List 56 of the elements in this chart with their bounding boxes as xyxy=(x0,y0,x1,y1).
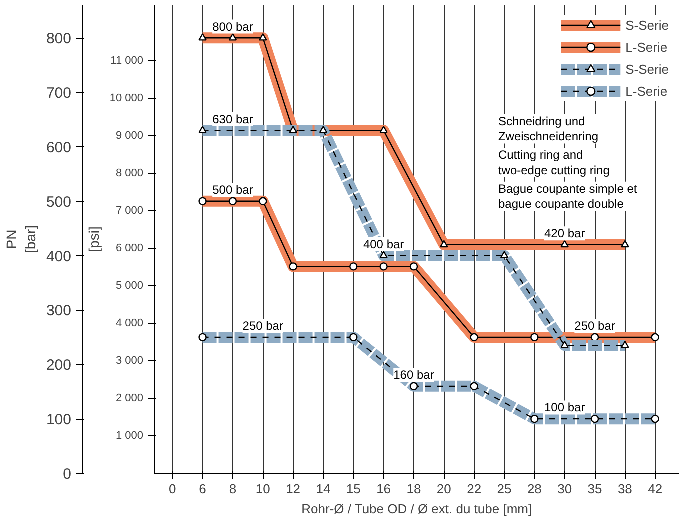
legend-label: S-Serie xyxy=(626,18,669,32)
y-tick-label: 0 xyxy=(63,466,72,483)
annotation: 800 bar xyxy=(212,20,254,34)
y2-tick-label: 11 000 xyxy=(110,54,144,67)
annotation: Bague coupante simple et bague coupante double xyxy=(498,182,638,212)
y2-axis-title: [psi] xyxy=(86,226,102,252)
annotation: 250 bar xyxy=(242,319,284,334)
y2-tick-label: 9 000 xyxy=(116,130,144,142)
annotation: 400 bar xyxy=(363,237,404,252)
y2-tick-label: 6 000 xyxy=(116,242,144,254)
y-axis-title: PN [bar] xyxy=(3,225,38,254)
y2-tick-label: 7 000 xyxy=(116,204,144,217)
annotation: 630 bar xyxy=(212,112,254,126)
annotation: 250 bar xyxy=(574,319,616,334)
y-tick-label: 300 xyxy=(46,302,72,320)
annotation: 500 bar xyxy=(212,183,254,198)
x-axis-title: Rohr-Ø / Tube OD / Ø ext. du tube [mm] xyxy=(302,502,532,516)
x-tick-label: 18 xyxy=(406,482,422,496)
y2-tick-label: 8 000 xyxy=(116,167,144,180)
legend-label: L-Serie xyxy=(626,40,668,54)
y-tick-label: 500 xyxy=(46,194,72,211)
x-tick-label: 8 xyxy=(229,482,237,496)
y2-tick-label: 3 000 xyxy=(116,354,144,367)
annotation: Cutting ring and two-edge cutting ring xyxy=(498,148,610,178)
y2-tick-label: 4 000 xyxy=(116,317,144,330)
x-tick-label: 12 xyxy=(286,482,301,496)
annotation: 160 bar xyxy=(394,368,434,382)
x-tick-label: 0 xyxy=(168,482,176,496)
annotation: 420 bar xyxy=(544,226,586,241)
x-tick-label: 16 xyxy=(376,482,392,496)
y2-tick-label: 10 000 xyxy=(110,92,144,104)
x-tick-label: 25 xyxy=(497,482,512,496)
y-tick-label: 100 xyxy=(46,412,72,429)
x-tick-label: 6 xyxy=(199,482,206,496)
x-tick-label: 30 xyxy=(558,482,572,496)
x-tick-label: 35 xyxy=(588,482,602,496)
x-tick-label: 22 xyxy=(467,482,482,496)
x-tick-label: 42 xyxy=(648,482,663,496)
x-tick-label: 10 xyxy=(256,482,270,496)
x-tick-label: 20 xyxy=(436,482,452,496)
y-tick-label: 700 xyxy=(46,85,72,102)
legend-label: L-Serie xyxy=(626,84,668,98)
x-tick-label: 15 xyxy=(346,482,361,496)
y2-tick-label: 1 000 xyxy=(116,430,144,442)
y-tick-label: 200 xyxy=(46,357,72,374)
y2-tick-label: 5 000 xyxy=(116,280,144,292)
x-tick-label: 28 xyxy=(527,482,542,496)
x-tick-label: 14 xyxy=(316,482,331,496)
x-tick-label: 38 xyxy=(618,482,632,496)
annotation: 100 bar xyxy=(544,400,586,415)
annotation: Schneidring und Zweischneidenring xyxy=(498,114,599,144)
y2-tick-label: 2 000 xyxy=(116,392,144,404)
y-tick-label: 600 xyxy=(46,139,72,156)
y-tick-label: 400 xyxy=(46,248,72,266)
y-tick-label: 800 xyxy=(46,30,72,48)
legend-label: S-Serie xyxy=(626,62,669,76)
